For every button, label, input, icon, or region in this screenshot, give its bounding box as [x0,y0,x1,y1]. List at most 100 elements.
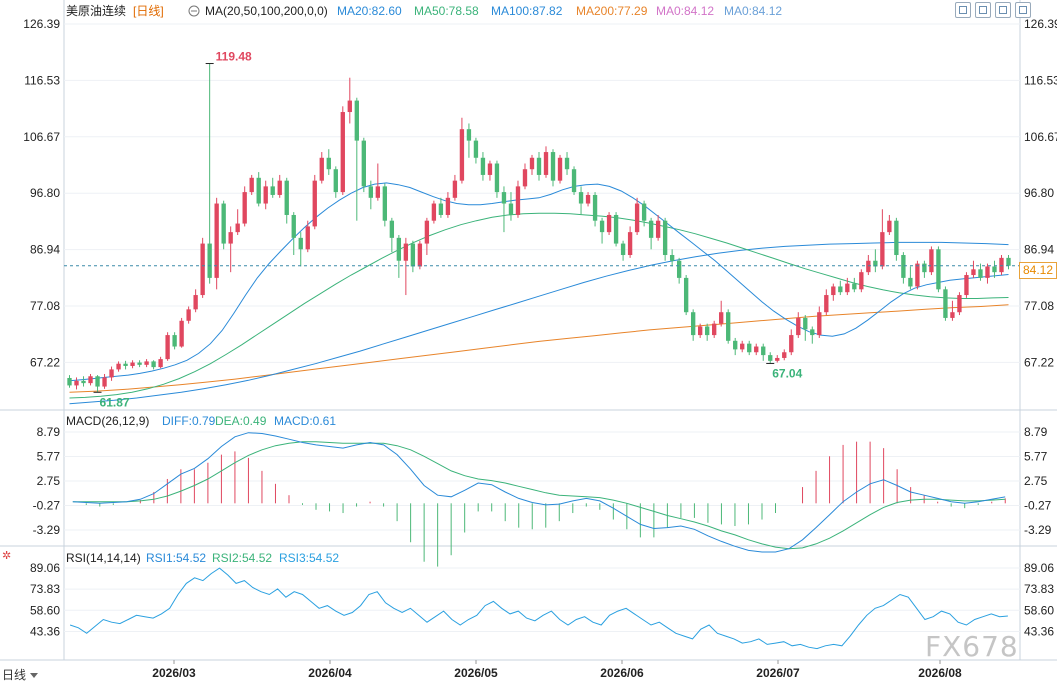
candle-body [333,169,338,193]
candle-body [936,249,941,290]
price-tick-left: 116.53 [24,73,60,87]
price-tick-right: 77.08 [1024,299,1054,313]
candle-body [431,203,437,221]
rsi-marker-icon[interactable]: ✲ [2,550,12,562]
candlestick-series [67,63,1011,393]
candle-body [186,309,191,321]
candle-body [929,249,934,273]
rsi-axis: 89.06 89.06 73.83 73.83 58.60 58.60 43.36 43.36 [30,561,1054,638]
candle-body [599,220,605,233]
candle-body [620,243,626,256]
candle-body [676,260,682,278]
price-tick-left: 106.67 [23,130,60,144]
price-axis: 126.39 126.39 116.53 116.53 106.67 106.67 96.8… [23,17,1057,369]
price-tick-left: 67.22 [30,355,60,369]
chevron-down-icon [30,673,39,679]
macd-value-legend: MACD:0.61 [274,414,336,428]
macd-tick-right: 5.77 [1024,450,1048,464]
panel-borders [0,0,1057,661]
date-tick-label: 2026/06 [600,666,644,680]
macd-tick-left: 5.77 [37,450,61,464]
date-tick-label: 2026/03 [152,666,196,680]
date-tick-label: 2026/04 [308,666,352,680]
candle-body [452,180,458,198]
price-tick-right: 126.39 [1024,17,1057,31]
price-tick-right: 67.22 [1024,355,1054,369]
rsi-tick-right: 73.83 [1024,582,1054,596]
candle-body [508,203,514,215]
settings-icon[interactable] [188,5,200,17]
candle-body [971,269,976,276]
macd-tick-left: 8.79 [37,425,61,439]
macd-title: MACD(26,12,9) [66,414,149,428]
zoom-out-icon[interactable] [975,2,991,18]
candle-body [298,237,303,250]
rsi-tick-left: 58.60 [30,603,60,617]
low2-label: 67.04 [772,366,802,380]
candle-body [655,220,661,238]
candle-body [768,355,773,361]
candle-body [522,169,528,187]
macd-dea-legend: DEA:0.49 [215,414,267,428]
candle-body [172,335,177,347]
ma100-legend: MA100:87.82 [491,4,563,18]
ma200-legend: MA200:77.29 [576,4,648,18]
price-annotations: 119.48 61.87 67.04 [93,50,803,409]
candle-body [578,192,584,204]
chart-toolbar [955,2,1031,18]
ma20-legend: MA20:82.60 [337,4,402,18]
ma50-line [69,212,1009,399]
candle-body [221,203,226,244]
candle-body [291,214,296,238]
candle-body [123,363,128,366]
period-selector-button[interactable]: 日线 [2,666,39,683]
candle-body [536,157,542,175]
ma0-legend-b: MA0:84.12 [724,4,782,18]
candle-body [859,272,864,290]
rsi3-legend: RSI3:54.52 [279,551,339,565]
macd-tick-right: 2.75 [1024,474,1048,488]
candle-body [719,312,724,324]
candle-body [263,186,268,204]
macd-diff-legend: DIFF:0.79 [162,414,216,428]
candle-body [396,237,402,261]
candle-body [585,194,591,204]
macd-axis: 8.79 8.79 5.77 5.77 2.75 2.75 -0.27 -0.27 -3.29 -… [33,425,1052,537]
macd-diff-line [72,432,1006,553]
candle-body [733,340,738,350]
candle-body [151,361,156,368]
candle-body [880,232,885,267]
zoom-in-icon[interactable] [955,2,971,18]
candle-body [466,129,472,141]
candle-body [109,369,114,378]
candle-body [831,286,836,296]
candle-body [712,323,717,336]
candle-body [564,157,570,170]
candle-body [761,346,766,356]
candle-body [445,197,451,215]
candle-body [915,263,920,287]
candle-body [459,129,465,181]
period-label: [日线] [133,4,164,18]
candle-body [305,226,310,250]
settings-panel-icon[interactable] [1015,2,1031,18]
candle-body [74,380,79,386]
candle-body [179,320,184,347]
fullscreen-icon[interactable] [995,2,1011,18]
candle-body [543,152,549,175]
candle-body [634,203,640,233]
candle-body [410,243,416,267]
candle-body [529,157,535,170]
macd-tick-right: -3.29 [1024,523,1052,537]
candle-body [754,346,759,353]
candle-body [382,186,388,221]
candle-body [782,352,787,358]
candle-body [873,260,878,267]
current-price-tag: 84.12 [1019,262,1057,279]
candle-body [775,357,780,361]
candle-body [102,377,107,387]
candle-body [277,180,282,195]
candle-body [319,157,324,181]
candle-body [88,376,93,384]
